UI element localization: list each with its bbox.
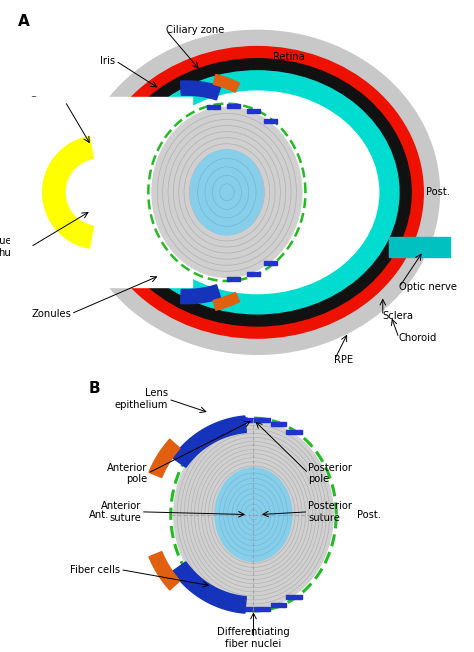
Text: Fiber cells: Fiber cells [70,565,120,574]
Text: Posterior
suture: Posterior suture [309,501,353,523]
Text: Retina: Retina [273,52,305,62]
Ellipse shape [103,59,411,326]
Text: Sclera: Sclera [383,311,414,321]
Text: Vitreous
humor: Vitreous humor [294,168,335,189]
Text: A: A [18,14,30,29]
Polygon shape [149,439,180,477]
Text: Post.: Post. [357,510,381,520]
Ellipse shape [174,421,333,608]
Text: RPE: RPE [334,355,353,365]
Ellipse shape [152,108,302,277]
Text: Iris: Iris [100,55,116,66]
Text: Lens cortex: Lens cortex [202,87,260,97]
Text: Cornea: Cornea [29,96,65,106]
Text: Lens
nucleus: Lens nucleus [208,177,246,199]
Polygon shape [213,74,240,92]
Text: Lens
epithelium: Lens epithelium [115,389,168,410]
Text: Choroid: Choroid [399,333,438,343]
Text: Ant.: Ant. [18,187,39,198]
Polygon shape [213,293,240,310]
Ellipse shape [215,468,292,561]
Polygon shape [389,237,449,257]
Polygon shape [181,285,221,304]
Polygon shape [149,552,180,590]
Polygon shape [43,136,93,248]
Text: Anterior
pole: Anterior pole [107,462,148,484]
Text: Optic nerve: Optic nerve [399,282,457,293]
Ellipse shape [91,46,423,338]
Text: B: B [89,381,100,396]
Text: Post.: Post. [426,187,449,198]
Text: Ant.: Ant. [89,510,109,520]
Text: Ciliary zone: Ciliary zone [166,25,225,35]
Ellipse shape [116,71,399,314]
Polygon shape [4,97,192,288]
Text: Differentiating
fiber nuclei: Differentiating fiber nuclei [217,627,290,649]
Polygon shape [173,562,246,613]
Text: Aqueous
humor: Aqueous humor [0,236,30,258]
Ellipse shape [191,150,264,235]
Polygon shape [181,81,221,100]
Polygon shape [173,416,246,467]
Ellipse shape [136,91,379,293]
Ellipse shape [75,31,439,354]
Text: Posterior
pole: Posterior pole [309,462,353,484]
Text: Anterior
suture: Anterior suture [100,501,141,523]
Text: Zonules: Zonules [31,309,71,319]
